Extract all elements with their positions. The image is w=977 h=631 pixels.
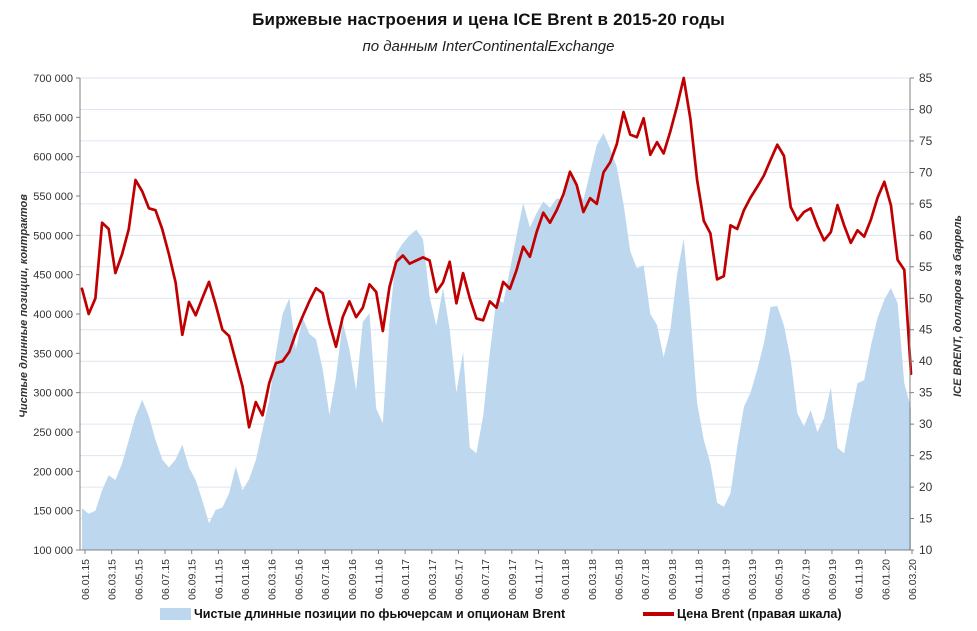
svg-text:450 000: 450 000 xyxy=(33,270,73,282)
svg-text:25: 25 xyxy=(919,449,933,463)
svg-text:06.05.17: 06.05.17 xyxy=(453,559,465,600)
svg-text:06.05.18: 06.05.18 xyxy=(614,559,626,600)
svg-text:06.09.15: 06.09.15 xyxy=(187,559,199,600)
svg-text:55: 55 xyxy=(919,260,933,274)
svg-text:50: 50 xyxy=(919,291,933,305)
legend-label-positions: Чистые длинные позиции по фьючерсам и оп… xyxy=(194,607,566,621)
svg-text:06.07.16: 06.07.16 xyxy=(320,559,332,600)
svg-text:06.01.17: 06.01.17 xyxy=(400,559,412,600)
svg-text:06.05.19: 06.05.19 xyxy=(774,559,786,600)
svg-text:200 000: 200 000 xyxy=(33,466,73,478)
svg-text:06.01.19: 06.01.19 xyxy=(720,559,732,600)
legend-item-net-long-positions: Чистые длинные позиции по фьючерсам и оп… xyxy=(160,601,565,627)
svg-text:06.07.19: 06.07.19 xyxy=(800,559,812,600)
svg-text:80: 80 xyxy=(919,102,933,116)
svg-text:150 000: 150 000 xyxy=(33,506,73,518)
area-swatch-icon xyxy=(160,608,191,620)
svg-text:300 000: 300 000 xyxy=(33,388,73,400)
svg-text:500 000: 500 000 xyxy=(33,230,73,242)
chart-subtitle: по данным InterContinentalExchange xyxy=(362,38,615,55)
svg-text:06.11.17: 06.11.17 xyxy=(534,559,546,599)
svg-text:06.09.19: 06.09.19 xyxy=(827,559,839,600)
chart-legend: Чистые длинные позиции по фьючерсам и оп… xyxy=(0,601,977,627)
svg-text:06.11.19: 06.11.19 xyxy=(854,559,866,599)
svg-text:10: 10 xyxy=(919,543,933,557)
svg-text:35: 35 xyxy=(919,386,933,400)
line-swatch-icon xyxy=(643,612,674,616)
svg-text:75: 75 xyxy=(919,134,933,148)
svg-text:85: 85 xyxy=(919,71,933,85)
svg-text:550 000: 550 000 xyxy=(33,191,73,203)
svg-text:20: 20 xyxy=(919,480,933,494)
svg-text:400 000: 400 000 xyxy=(33,309,73,321)
svg-text:06.11.18: 06.11.18 xyxy=(694,559,706,599)
svg-text:06.03.15: 06.03.15 xyxy=(107,559,119,600)
svg-text:06.07.17: 06.07.17 xyxy=(480,559,492,600)
svg-text:30: 30 xyxy=(919,417,933,431)
svg-text:60: 60 xyxy=(919,228,933,242)
svg-text:06.01.16: 06.01.16 xyxy=(240,559,252,600)
svg-text:65: 65 xyxy=(919,197,933,211)
svg-text:600 000: 600 000 xyxy=(33,152,73,164)
svg-text:650 000: 650 000 xyxy=(33,112,73,124)
svg-text:06.05.16: 06.05.16 xyxy=(293,559,305,600)
svg-text:06.01.20: 06.01.20 xyxy=(880,559,892,600)
svg-text:06.09.17: 06.09.17 xyxy=(507,559,519,600)
chart-title: Биржевые настроения и цена ICE Brent в 2… xyxy=(252,10,725,29)
legend-label-price: Цена Brent (правая шкала) xyxy=(677,607,842,621)
svg-text:06.05.15: 06.05.15 xyxy=(133,559,145,600)
svg-text:06.03.19: 06.03.19 xyxy=(747,559,759,600)
svg-text:06.11.15: 06.11.15 xyxy=(213,559,225,599)
svg-text:06.03.16: 06.03.16 xyxy=(267,559,279,600)
svg-text:06.03.18: 06.03.18 xyxy=(587,559,599,600)
legend-item-brent-price: Цена Brent (правая шкала) xyxy=(643,601,842,627)
svg-text:06.09.16: 06.09.16 xyxy=(347,559,359,600)
svg-text:70: 70 xyxy=(919,165,933,179)
svg-text:40: 40 xyxy=(919,354,933,368)
svg-text:06.11.16: 06.11.16 xyxy=(373,559,385,599)
svg-text:06.01.15: 06.01.15 xyxy=(80,559,92,600)
svg-text:06.07.15: 06.07.15 xyxy=(160,559,172,600)
svg-text:06.01.18: 06.01.18 xyxy=(560,559,572,600)
svg-text:100 000: 100 000 xyxy=(33,545,73,557)
svg-text:15: 15 xyxy=(919,512,933,526)
svg-text:45: 45 xyxy=(919,323,933,337)
svg-text:700 000: 700 000 xyxy=(33,73,73,85)
svg-text:06.07.18: 06.07.18 xyxy=(640,559,652,600)
svg-text:250 000: 250 000 xyxy=(33,427,73,439)
svg-text:06.03.20: 06.03.20 xyxy=(907,559,919,600)
svg-text:350 000: 350 000 xyxy=(33,348,73,360)
svg-text:06.09.18: 06.09.18 xyxy=(667,559,679,600)
svg-text:06.03.17: 06.03.17 xyxy=(427,559,439,600)
